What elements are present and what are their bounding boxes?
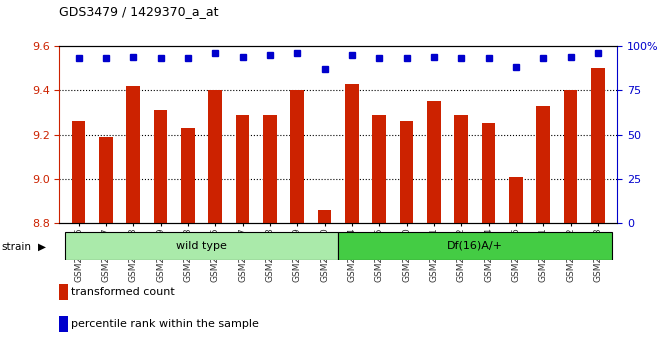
Bar	[236, 115, 249, 223]
Bar	[455, 115, 468, 223]
Bar	[427, 101, 441, 223]
FancyBboxPatch shape	[338, 232, 612, 259]
Bar	[72, 121, 85, 223]
Bar	[482, 124, 496, 223]
Bar	[59, 284, 68, 300]
Bar	[59, 316, 68, 332]
Text: percentile rank within the sample: percentile rank within the sample	[71, 319, 259, 329]
Bar	[537, 106, 550, 223]
Bar	[509, 177, 523, 223]
Text: strain: strain	[1, 242, 31, 252]
Text: GDS3479 / 1429370_a_at: GDS3479 / 1429370_a_at	[59, 5, 219, 18]
FancyBboxPatch shape	[65, 232, 338, 259]
Bar	[154, 110, 168, 223]
Bar	[99, 137, 113, 223]
Text: wild type: wild type	[176, 241, 227, 251]
Text: Df(16)A/+: Df(16)A/+	[447, 241, 503, 251]
Bar	[181, 128, 195, 223]
Bar	[290, 90, 304, 223]
Bar	[564, 90, 578, 223]
Text: transformed count: transformed count	[71, 287, 175, 297]
Bar	[126, 86, 140, 223]
Bar	[317, 210, 331, 223]
Bar	[345, 84, 359, 223]
Bar	[591, 68, 605, 223]
Bar	[209, 90, 222, 223]
Bar	[400, 121, 413, 223]
Text: ▶: ▶	[38, 242, 46, 252]
Bar	[372, 115, 386, 223]
Bar	[263, 115, 277, 223]
